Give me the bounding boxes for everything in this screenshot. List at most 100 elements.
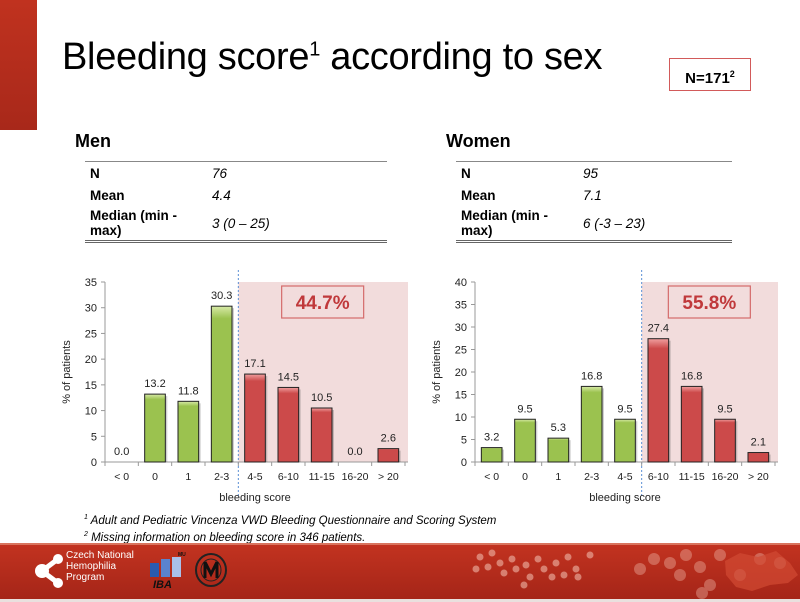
- x-tick-label: > 20: [748, 471, 769, 483]
- x-tick-label: 11-15: [679, 471, 705, 483]
- table-row: N 95: [456, 162, 732, 185]
- iba-logo-icon: MU IBA: [150, 552, 186, 589]
- stat-value: 7.1: [583, 187, 602, 203]
- data-label: 11.8: [178, 385, 199, 397]
- title-rest: according to sex: [320, 36, 603, 78]
- stat-value: 95: [583, 165, 599, 181]
- x-tick-label: 2-3: [214, 471, 229, 483]
- data-label: 14.5: [278, 371, 299, 383]
- y-tick-label: 30: [85, 303, 97, 315]
- x-axis-title: bleeding score: [219, 492, 291, 504]
- stat-value: 3 (0 – 25): [212, 215, 270, 231]
- data-label: 2.6: [381, 433, 396, 445]
- bar-1: [177, 400, 200, 463]
- y-tick-label: 5: [461, 435, 467, 447]
- highlight-percent-box: [281, 285, 365, 319]
- bar-11-15: [680, 385, 703, 463]
- footnote-1: 1 Adult and Pediatric Vincenza VWD Bleed…: [84, 511, 496, 528]
- footnote-marker: 1: [84, 514, 88, 521]
- x-tick-label: 0: [522, 471, 528, 483]
- program-line: Czech National: [66, 550, 134, 561]
- data-label: 30.3: [211, 290, 232, 302]
- footnote-text: Adult and Pediatric Vincenza VWD Bleedin…: [87, 514, 497, 527]
- x-tick-label: 11-15: [309, 471, 335, 483]
- university-seal-icon: [195, 553, 227, 587]
- y-tick-label: 20: [455, 367, 467, 379]
- footer-banner: Czech National Hemophilia Program MU IBA: [0, 543, 800, 602]
- y-tick-label: 15: [85, 380, 97, 392]
- bar-1: [547, 437, 570, 463]
- bar--20: [747, 452, 770, 463]
- x-tick-label: 16-20: [342, 471, 369, 483]
- women-heading: Women: [446, 131, 511, 151]
- accent-sidebar: [0, 0, 37, 130]
- mu-badge: MU: [178, 552, 186, 558]
- hemophilia-program-name: Czech National Hemophilia Program: [66, 550, 134, 583]
- women-bleeding-score-chart: 55.8% 0 5 10 15 20 25 30 35 40 3.2 < 0 9.5 0 5.3 1 16.8 2…: [431, 270, 778, 504]
- stat-label: Mean: [90, 187, 125, 203]
- footnote-marker: 2: [84, 530, 88, 538]
- bar-2-3: [210, 305, 233, 463]
- x-tick-label: 16-20: [712, 471, 739, 483]
- stat-label: Median (min - max): [461, 208, 548, 238]
- stat-value: 6 (-3 – 23): [583, 215, 646, 231]
- data-label: 16.8: [581, 370, 602, 382]
- y-tick-label: 10: [85, 406, 97, 418]
- data-label: 5.3: [551, 422, 566, 434]
- x-axis-title: bleeding score: [589, 492, 661, 504]
- x-tick-label: 0: [152, 471, 158, 483]
- title-superscript: 1: [309, 38, 321, 61]
- x-tick-label: > 20: [378, 471, 399, 483]
- table-row: Median (min - max) 6 (-3 – 23): [456, 206, 732, 242]
- x-tick-label: 6-10: [278, 471, 299, 483]
- men-stats-table: N 76 Mean 4.4 Median (min - max) 3 (0 – 25): [85, 161, 387, 243]
- footnote-text: Missing information on bleeding score in…: [87, 531, 366, 544]
- data-label: 16.8: [681, 370, 702, 382]
- x-tick-label: 2-3: [584, 471, 599, 483]
- x-tick-label: 6-10: [648, 471, 669, 483]
- program-line: Program: [66, 572, 105, 583]
- x-tick-label: 4-5: [247, 471, 262, 483]
- y-tick-label: 5: [91, 431, 97, 443]
- data-label: 9.5: [717, 403, 732, 415]
- stat-label: Median (min - max): [90, 208, 177, 238]
- women-stats-table: N 95 Mean 7.1 Median (min - max) 6 (-3 – 23…: [456, 161, 732, 243]
- x-tick-label: < 0: [484, 471, 499, 483]
- y-tick-label: 25: [85, 328, 97, 340]
- stat-label: N: [461, 165, 471, 181]
- x-tick-label: 1: [555, 471, 561, 483]
- bar-11-15: [310, 407, 333, 463]
- title-main: Bleeding score: [62, 36, 310, 78]
- y-tick-label: 25: [455, 345, 467, 357]
- slide-title: Bleeding score1 according to sex: [62, 36, 602, 79]
- footnotes: 1 Adult and Pediatric Vincenza VWD Bleed…: [84, 511, 496, 545]
- iba-text: IBA: [153, 579, 172, 589]
- bar-0: [144, 393, 166, 463]
- sample-size-superscript: 2: [729, 69, 735, 79]
- data-label: 0.0: [347, 446, 362, 458]
- bar-4-5: [244, 373, 266, 463]
- bar-6-10: [647, 338, 670, 463]
- data-label: 17.1: [244, 358, 265, 370]
- table-row: N 76: [85, 162, 387, 185]
- y-axis-title: % of patients: [61, 340, 73, 404]
- table-row: Mean 7.1: [456, 184, 732, 206]
- data-label: 13.2: [144, 378, 165, 390]
- data-label: 2.1: [751, 437, 766, 449]
- bar-6-10: [277, 386, 300, 463]
- stat-label: N: [90, 165, 100, 181]
- data-label: 3.2: [484, 432, 499, 444]
- x-tick-label: < 0: [114, 471, 129, 483]
- y-tick-label: 15: [455, 390, 467, 402]
- bar-16-20: [714, 418, 736, 463]
- data-label: 9.5: [517, 403, 532, 415]
- y-tick-label: 10: [455, 412, 467, 424]
- footnote-2: 2 Missing information on bleeding score …: [84, 528, 496, 545]
- decorative-molecule-pattern-icon: [472, 549, 798, 599]
- bar-0: [514, 418, 536, 463]
- y-tick-label: 0: [461, 457, 467, 469]
- data-label: 0.0: [114, 446, 129, 458]
- czech-map-shape: [725, 551, 798, 591]
- bar--20: [377, 448, 400, 463]
- sample-size-box: N=1712: [669, 58, 751, 91]
